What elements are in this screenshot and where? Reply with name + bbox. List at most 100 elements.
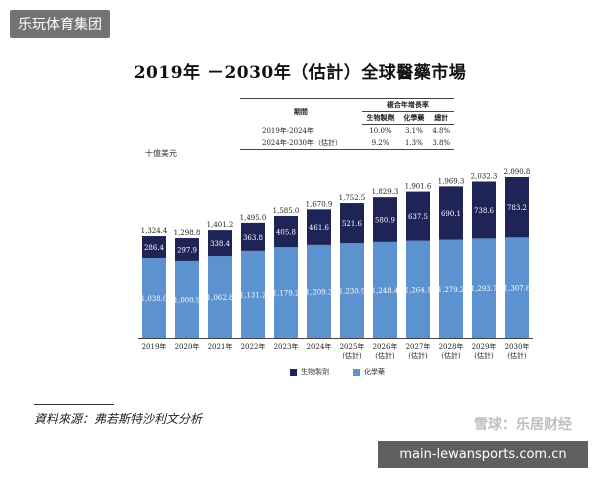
x-tick-label: (估計): [408, 351, 428, 360]
bar-biologics: [241, 222, 265, 251]
bar-chemical: [208, 256, 232, 338]
cagr-cell: 9.2%: [361, 136, 400, 150]
source-divider: [34, 404, 114, 405]
data-label-biologics: 521.6: [342, 220, 363, 228]
data-label-total: 1,670.9: [306, 200, 333, 208]
data-label-total: 1,969.3: [438, 177, 465, 185]
x-tick-label: 2020年: [175, 342, 200, 351]
bar-chemical: [406, 240, 430, 338]
data-label-chemical: 1,131.2: [240, 291, 267, 299]
x-tick-label: 2028年: [439, 342, 464, 351]
cagr-row: 2019年-2024年 10.0% 3.1% 4.8%: [240, 125, 454, 137]
bar-biologics: [175, 237, 199, 261]
bar-biologics: [472, 181, 496, 239]
cagr-cell: 4.8%: [432, 126, 451, 135]
data-label-chemical: 1,307.6: [504, 285, 531, 293]
data-label-chemical: 1,000.9: [174, 296, 201, 304]
unit-label: 十億美元: [145, 149, 177, 158]
data-label-total: 1,585.0: [273, 207, 300, 215]
bar-chemical: [340, 243, 364, 338]
cagr-cell: 3.1%: [404, 126, 423, 135]
data-label-total: 1,752.5: [339, 194, 366, 202]
legend-label-biologics: 生物製劑: [301, 368, 329, 376]
data-label-biologics: 338.4: [210, 240, 231, 248]
data-label-chemical: 1,230.9: [339, 288, 366, 296]
data-label-biologics: 405.8: [276, 229, 296, 237]
x-tick-label: 2027年: [406, 342, 431, 351]
cagr-row-period: 2019年-2024年: [262, 126, 314, 135]
legend-swatch-chemical: [353, 368, 360, 376]
data-label-biologics: 461.6: [309, 224, 330, 232]
bar-chemical: [472, 238, 496, 338]
bar-biologics: [406, 191, 430, 241]
cagr-col-chemical: 化學藥: [399, 111, 429, 125]
x-tick-label: (估計): [507, 351, 527, 360]
data-label-biologics: 738.6: [474, 207, 495, 215]
x-tick-label: (估計): [375, 351, 395, 360]
x-tick-label: (估計): [441, 351, 461, 360]
data-label-biologics: 286.4: [144, 244, 165, 252]
data-label-total: 1,401.2: [207, 221, 234, 229]
x-tick-label: 2023年: [274, 342, 299, 351]
legend-swatch-biologics: [290, 368, 297, 376]
data-label-chemical: 1,062.8: [207, 294, 234, 302]
cagr-group-header: 複合年增長率: [361, 98, 454, 112]
bar-biologics: [274, 215, 298, 248]
x-tick-label: 2029年: [472, 342, 497, 351]
bar-biologics: [307, 209, 331, 245]
bar-biologics: [142, 236, 166, 259]
x-tick-label: 2024年: [307, 342, 332, 351]
bar-biologics: [208, 230, 232, 257]
data-label-total: 1,324.4: [141, 227, 168, 235]
data-label-chemical: 1,248.4: [372, 287, 399, 295]
cagr-table: 期間 複合年增長率 生物製劑 化學藥 總計 2019年-2024年 10.0% …: [240, 98, 454, 150]
x-tick-label: 2026年: [373, 342, 398, 351]
bar-biologics: [340, 203, 364, 244]
url-banner[interactable]: main-lewansports.com.cn: [378, 441, 588, 468]
data-label-biologics: 363.8: [243, 234, 263, 242]
x-tick-label: (估計): [474, 351, 494, 360]
chart-title: 2019年 －2030年（估計）全球醫藥市場: [133, 63, 467, 83]
x-tick-label: 2021年: [208, 342, 233, 351]
x-tick-label: (估計): [342, 351, 362, 360]
data-label-biologics: 580.9: [375, 217, 395, 225]
cagr-cell: 10.0%: [369, 126, 392, 135]
data-label-biologics: 690.1: [441, 210, 461, 218]
data-label-chemical: 1,179.2: [273, 290, 300, 298]
bar-chemical: [505, 237, 529, 338]
data-label-total: 1,495.0: [240, 214, 267, 222]
cagr-cell: 1.3%: [399, 136, 429, 150]
cagr-col-total: 總計: [428, 111, 454, 125]
bar-chemical: [439, 239, 463, 338]
legend-label-chemical: 化學藥: [364, 368, 385, 376]
x-tick-label: 2022年: [241, 342, 266, 351]
data-label-chemical: 1,279.2: [438, 286, 465, 294]
data-label-total: 2,090.8: [504, 168, 531, 176]
data-label-total: 1,901.6: [405, 183, 432, 191]
cagr-cell: 3.8%: [428, 136, 454, 150]
bar-chemical: [175, 260, 199, 338]
data-label-biologics: 783.2: [507, 204, 527, 212]
x-tick-label: 2030年: [505, 342, 530, 351]
legend-item-biologics: 生物製劑: [290, 367, 329, 377]
cagr-col-biologics: 生物製劑: [361, 111, 400, 125]
data-label-total: 2,032.3: [471, 173, 498, 181]
chart-legend: 生物製劑 化學藥: [290, 367, 385, 377]
x-tick-label: 2025年: [340, 342, 365, 351]
bar-chemical: [142, 258, 166, 338]
cagr-row-period: 2024年-2030年（估計）: [240, 136, 362, 150]
data-label-biologics: 637.5: [408, 213, 428, 221]
watermark-text: 雪球：乐居财经: [474, 417, 572, 433]
bar-biologics: [373, 197, 397, 242]
source-note: 資料來源：弗若斯特沙利文分析: [34, 412, 203, 426]
data-label-chemical: 1,264.1: [405, 286, 432, 294]
bar-chemical: [274, 247, 298, 338]
x-tick-label: 2019年: [142, 342, 167, 351]
data-label-total: 1,829.3: [372, 188, 399, 196]
cagr-period-header: 期間: [240, 98, 362, 125]
data-label-total: 1,298.8: [174, 229, 201, 237]
brand-badge: 乐玩体育集团: [10, 10, 110, 38]
data-label-chemical: 1,293.7: [471, 285, 498, 293]
bar-biologics: [505, 177, 529, 238]
